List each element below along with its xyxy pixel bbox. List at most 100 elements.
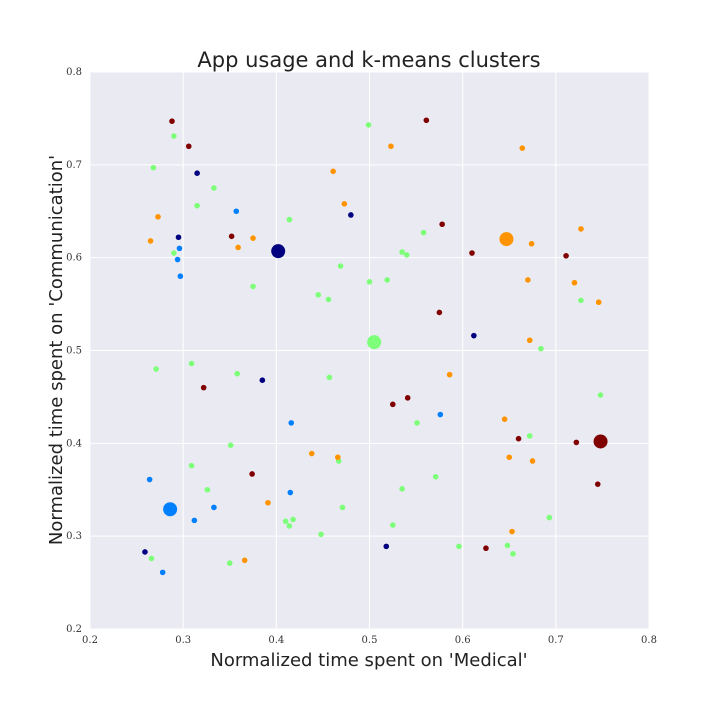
data-point bbox=[330, 168, 336, 175]
x-tick-label: 0.2 bbox=[82, 635, 98, 646]
data-point bbox=[571, 279, 578, 286]
x-axis-label: Normalized time spent on 'Medical' bbox=[210, 650, 527, 671]
data-point bbox=[308, 450, 315, 457]
data-point bbox=[171, 250, 177, 256]
data-point bbox=[147, 238, 154, 244]
data-point bbox=[142, 549, 148, 555]
data-point bbox=[250, 235, 256, 241]
x-tick-label: 0.3 bbox=[175, 635, 191, 646]
data-point bbox=[519, 145, 526, 151]
data-point bbox=[510, 551, 516, 557]
data-point bbox=[528, 240, 535, 247]
cluster-centroid bbox=[367, 335, 382, 350]
data-points bbox=[142, 117, 604, 576]
chart-title: App usage and k-means clusters bbox=[197, 48, 540, 72]
data-point bbox=[159, 569, 166, 576]
data-point bbox=[578, 226, 584, 232]
data-point bbox=[348, 212, 354, 218]
data-point bbox=[286, 523, 293, 529]
data-point bbox=[228, 233, 235, 240]
data-point bbox=[501, 416, 508, 422]
data-point bbox=[290, 516, 296, 523]
data-point bbox=[288, 420, 295, 426]
grid-lines bbox=[89, 71, 650, 630]
y-tick-label: 0.4 bbox=[66, 438, 82, 449]
data-point bbox=[233, 208, 240, 215]
y-tick-label: 0.5 bbox=[66, 346, 82, 357]
data-point bbox=[483, 545, 489, 552]
data-point bbox=[185, 143, 192, 150]
data-point bbox=[578, 297, 584, 304]
data-point bbox=[188, 462, 195, 469]
y-tick-label: 0.2 bbox=[66, 624, 82, 635]
data-point bbox=[573, 439, 580, 446]
data-point bbox=[594, 481, 601, 487]
data-point bbox=[471, 332, 477, 339]
data-point bbox=[595, 299, 602, 306]
data-point bbox=[504, 542, 511, 549]
data-point bbox=[414, 420, 420, 426]
data-point bbox=[469, 250, 475, 256]
data-point bbox=[249, 471, 255, 477]
data-point bbox=[200, 384, 207, 391]
data-point bbox=[529, 458, 536, 464]
data-point bbox=[526, 337, 533, 344]
data-point bbox=[365, 122, 372, 128]
data-point bbox=[526, 433, 533, 439]
data-point bbox=[234, 370, 241, 377]
data-point bbox=[456, 543, 462, 550]
y-axis-label: Normalized time spent on 'Communication' bbox=[46, 155, 67, 545]
data-point bbox=[389, 522, 396, 528]
data-point bbox=[436, 309, 443, 316]
data-point bbox=[399, 486, 405, 492]
data-point bbox=[287, 489, 294, 496]
data-point bbox=[326, 374, 333, 381]
data-point bbox=[506, 454, 513, 461]
y-tick-label: 0.7 bbox=[66, 160, 82, 171]
data-point bbox=[439, 221, 445, 228]
data-point bbox=[174, 256, 181, 263]
cluster-centroid bbox=[499, 232, 514, 247]
data-point bbox=[432, 473, 439, 480]
cluster-centroid bbox=[163, 502, 178, 517]
data-point bbox=[155, 214, 161, 220]
data-point bbox=[318, 531, 324, 538]
x-tick-label: 0.7 bbox=[548, 635, 564, 646]
x-tick-label: 0.5 bbox=[362, 635, 378, 646]
cluster-centroid bbox=[271, 244, 286, 259]
data-point bbox=[383, 543, 390, 550]
data-point bbox=[265, 499, 271, 506]
data-point bbox=[282, 518, 289, 525]
data-point bbox=[563, 253, 569, 259]
x-axis-ticks: 0.2 0.3 0.4 0.5 0.6 0.7 0.8 bbox=[82, 635, 657, 646]
data-point bbox=[538, 345, 544, 352]
data-point bbox=[241, 557, 248, 564]
data-point bbox=[399, 249, 405, 255]
y-tick-label: 0.6 bbox=[66, 253, 82, 264]
data-point bbox=[150, 164, 157, 171]
data-point bbox=[227, 442, 234, 448]
data-point bbox=[597, 392, 604, 398]
data-point bbox=[509, 528, 515, 535]
data-point bbox=[177, 273, 184, 280]
y-tick-label: 0.3 bbox=[66, 531, 82, 542]
data-point bbox=[250, 283, 256, 290]
data-point bbox=[226, 560, 233, 566]
data-point bbox=[341, 201, 348, 207]
data-point bbox=[211, 504, 217, 511]
data-point bbox=[153, 366, 159, 372]
data-point bbox=[525, 277, 531, 283]
y-tick-label: 0.8 bbox=[66, 67, 82, 78]
data-point bbox=[446, 371, 453, 378]
x-tick-label: 0.4 bbox=[268, 635, 284, 646]
data-point bbox=[194, 202, 200, 209]
data-point bbox=[337, 263, 344, 269]
data-point bbox=[191, 517, 198, 524]
x-tick-label: 0.8 bbox=[641, 635, 657, 646]
data-point bbox=[389, 401, 396, 408]
x-tick-label: 0.6 bbox=[455, 635, 471, 646]
data-point bbox=[339, 504, 346, 511]
cluster-centroid bbox=[593, 434, 608, 449]
data-point bbox=[171, 133, 177, 139]
